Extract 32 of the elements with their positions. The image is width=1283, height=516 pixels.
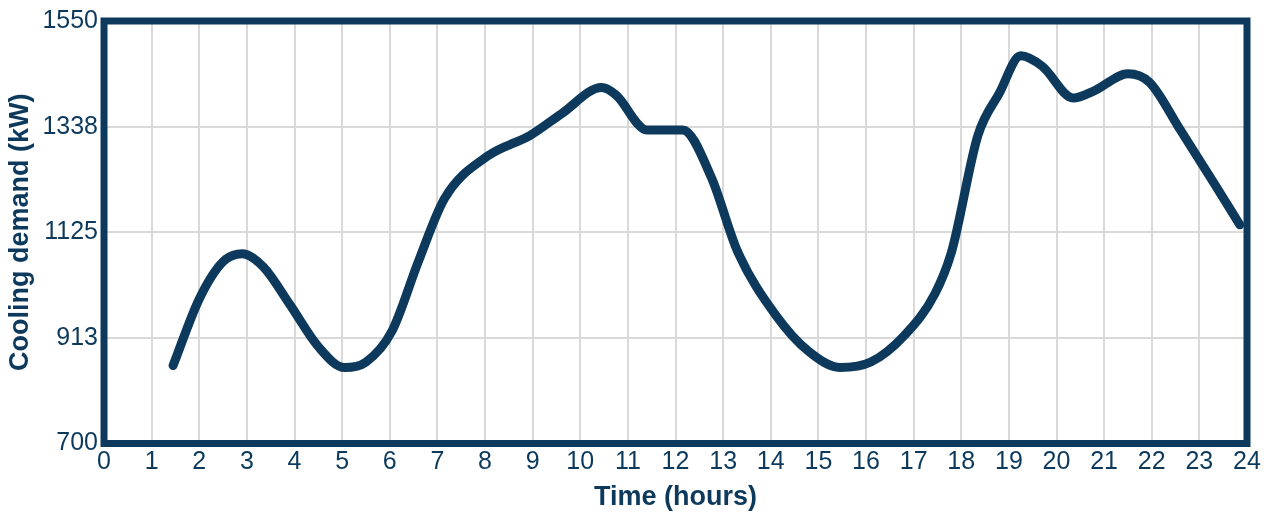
y-tick-label: 1338 (42, 110, 99, 139)
y-tick-label: 700 (56, 427, 99, 456)
y-tick-label: 1550 (42, 4, 99, 33)
x-tick-label: 13 (709, 446, 738, 475)
x-tick-label: 2 (192, 446, 207, 475)
x-tick-label: 12 (661, 446, 690, 475)
x-tick-label: 23 (1185, 446, 1214, 475)
x-tick-label: 19 (994, 446, 1023, 475)
x-tick-label: 8 (478, 446, 492, 475)
x-tick-label: 17 (899, 446, 928, 475)
x-tick-label: 1 (144, 446, 159, 475)
x-tick-label: 16 (852, 446, 880, 475)
y-axis-title: Cooling demand (kW) (3, 93, 34, 372)
x-tick-label: 5 (335, 446, 350, 475)
x-tick-label: 0 (97, 446, 111, 475)
x-tick-label: 15 (804, 446, 833, 475)
x-tick-label: 4 (287, 446, 302, 475)
x-tick-label: 22 (1137, 446, 1166, 475)
x-axis-title: Time (hours) (594, 481, 758, 512)
y-tick-label: 913 (56, 321, 99, 350)
x-tick-label: 21 (1090, 446, 1119, 475)
x-tick-label: 24 (1233, 446, 1261, 475)
x-tick-label: 7 (430, 446, 445, 475)
x-tick-label: 3 (239, 446, 254, 475)
x-tick-label: 9 (525, 446, 540, 475)
x-tick-label: 6 (382, 446, 397, 475)
x-tick-label: 10 (566, 446, 595, 475)
x-tick-label: 11 (614, 446, 641, 475)
x-tick-label: 20 (1042, 446, 1071, 475)
y-tick-label: 1125 (44, 216, 99, 245)
x-tick-label: 14 (756, 446, 785, 475)
x-tick-label: 18 (947, 446, 976, 475)
